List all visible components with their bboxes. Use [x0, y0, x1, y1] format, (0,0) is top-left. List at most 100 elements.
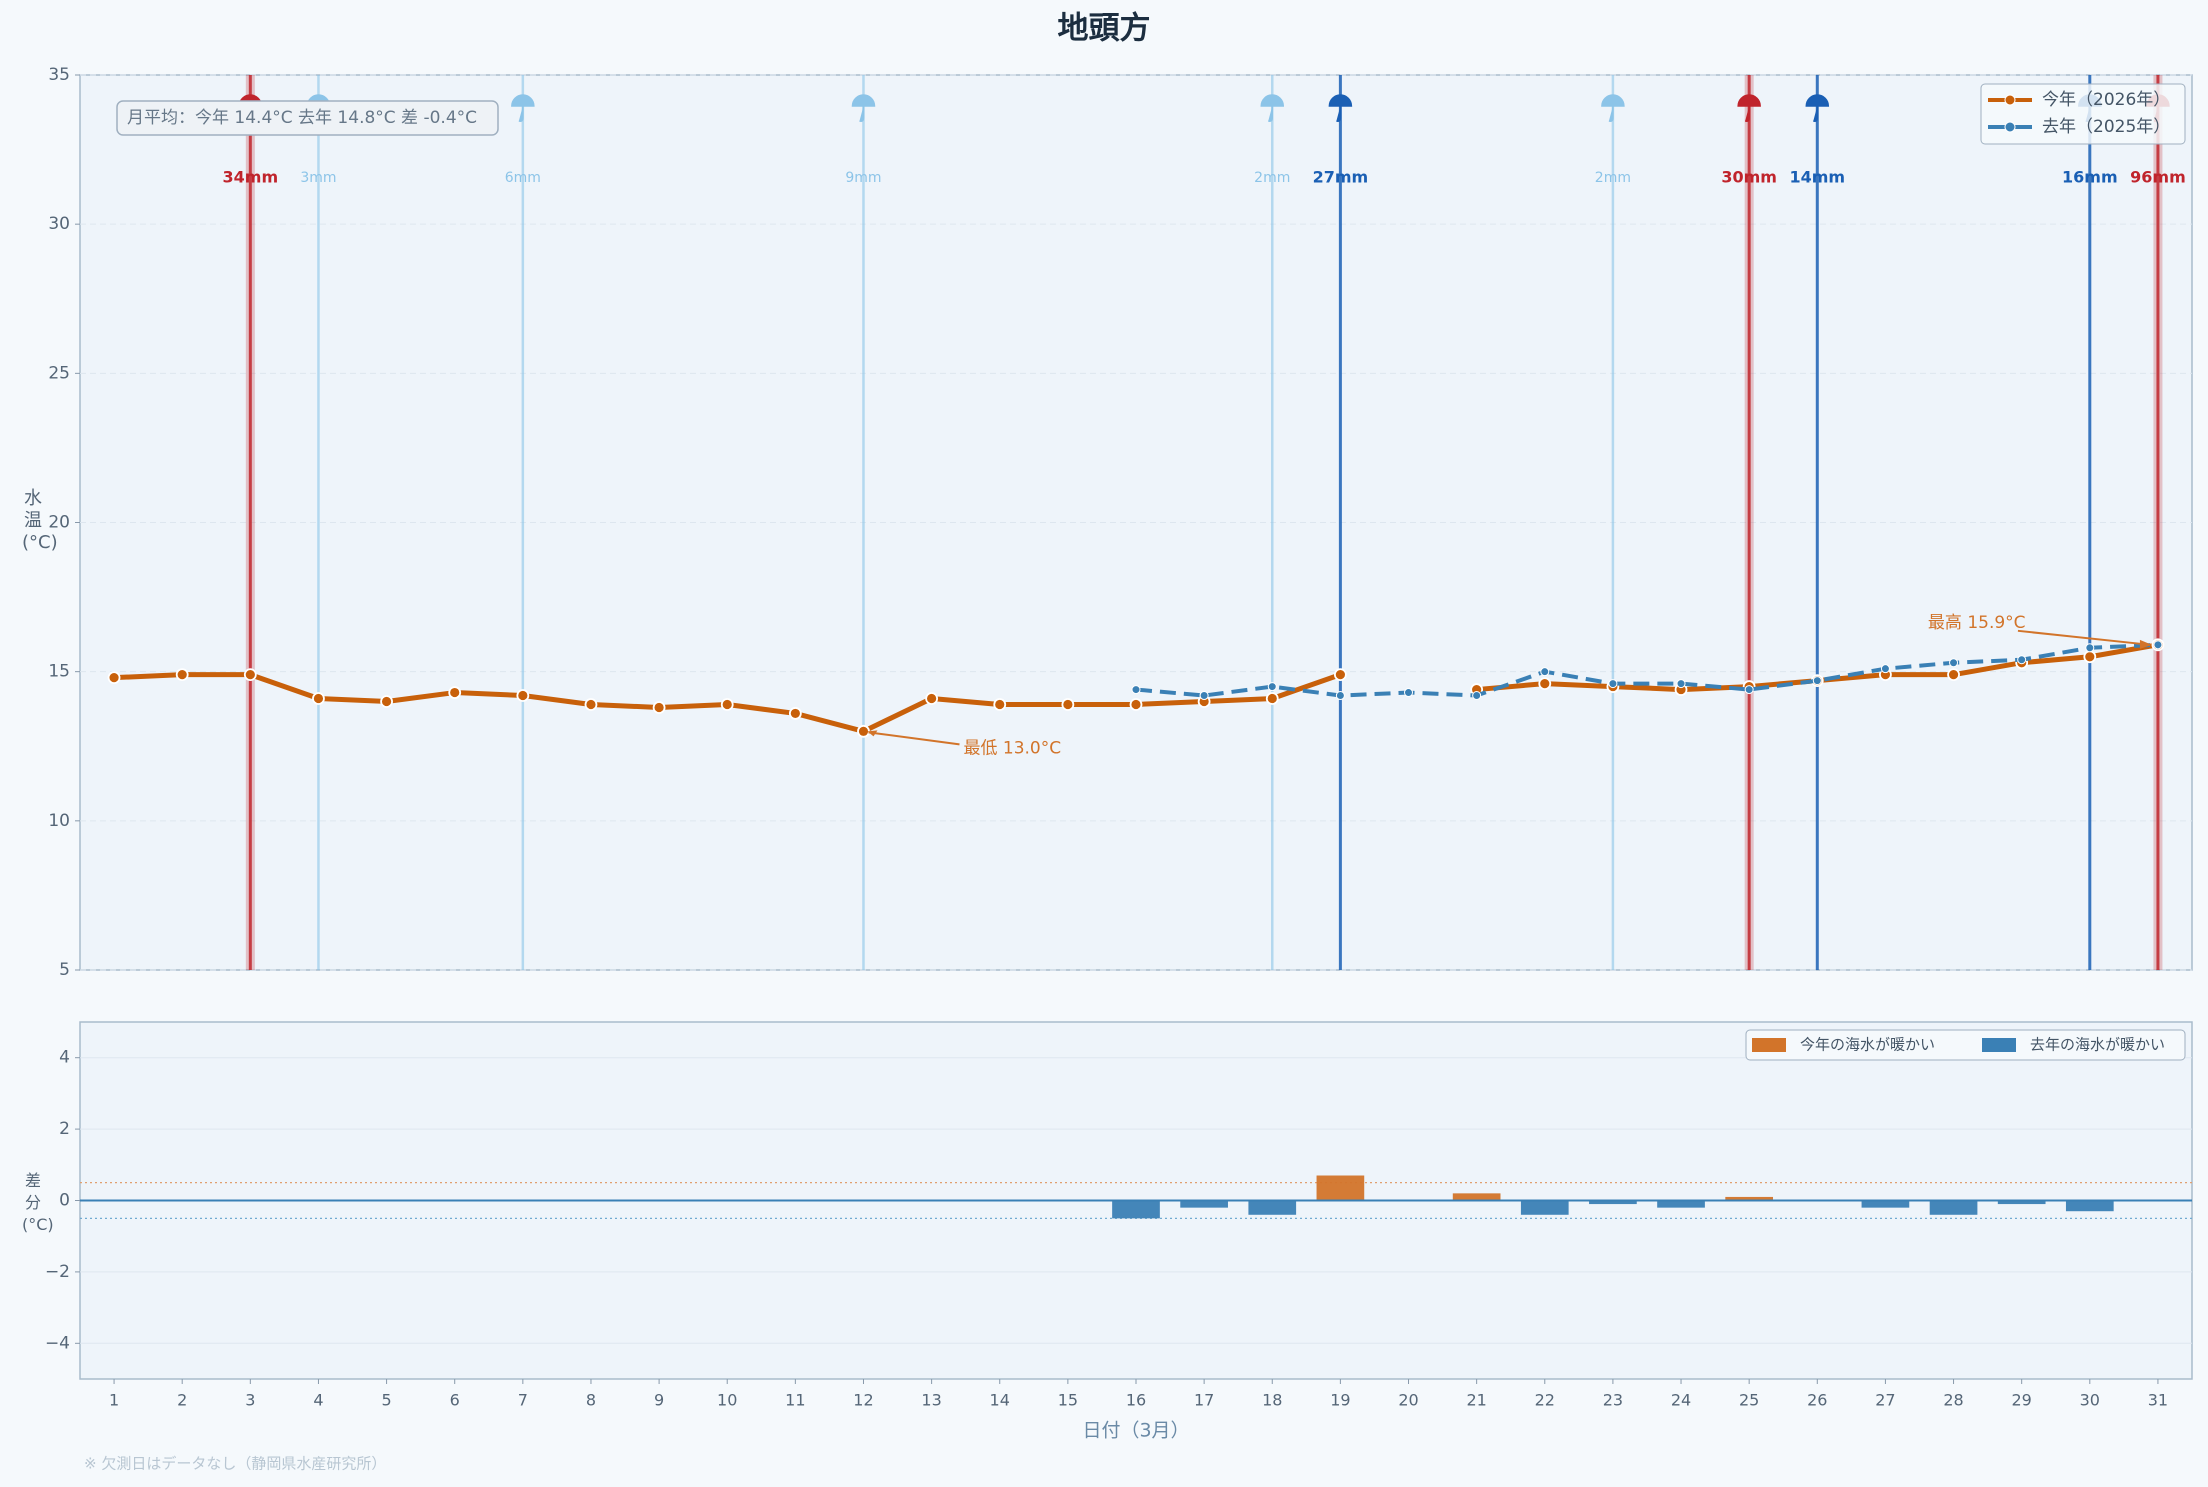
- legend-marker: [2004, 121, 2016, 133]
- x-tick-label: 24: [1671, 1391, 1691, 1410]
- legend-swatch: [1982, 1038, 2016, 1052]
- legend-box: [1745, 1029, 2186, 1061]
- y-tick-label: 5: [59, 960, 70, 980]
- x-tick-label: 25: [1739, 1391, 1759, 1410]
- x-tick-label: 6: [450, 1391, 460, 1410]
- x-tick-label: 23: [1603, 1391, 1623, 1410]
- series-point: [1947, 668, 1960, 682]
- series-point: [857, 724, 870, 738]
- x-tick-label: 20: [1398, 1391, 1418, 1410]
- series-point: [993, 698, 1007, 711]
- y-tick-label: −4: [45, 1333, 70, 1353]
- series-line: [1135, 642, 2159, 698]
- series-point: [1265, 692, 1279, 705]
- series-point: [516, 689, 530, 702]
- rain-label: 96mm: [2130, 168, 2186, 187]
- legend-label: 今年（2026年）: [2042, 90, 2170, 110]
- annotation-arrowhead: [867, 730, 878, 737]
- bar: [1112, 1200, 1160, 1219]
- series-point: [1129, 698, 1143, 711]
- x-tick-label: 30: [2080, 1391, 2100, 1410]
- y-tick-label: 35: [48, 65, 70, 85]
- x-tick-label: 18: [1262, 1391, 1282, 1410]
- rain-icon: [1737, 94, 1761, 122]
- annotation-arrow: [868, 731, 960, 746]
- series-point: [175, 668, 189, 682]
- series-point: [107, 671, 121, 685]
- bar: [1861, 1200, 1910, 1208]
- x-tick-label: 19: [1330, 1391, 1350, 1410]
- bar: [1725, 1196, 1774, 1201]
- series-point: [243, 668, 257, 682]
- x-tick-label: 15: [1058, 1391, 1078, 1410]
- x-tick-label: 1: [109, 1391, 119, 1410]
- series-point: [2017, 655, 2027, 665]
- series-point: [1404, 688, 1414, 698]
- rain-label: 3mm: [300, 170, 336, 186]
- y-tick-label: −2: [45, 1262, 70, 1282]
- bar: [1248, 1200, 1297, 1215]
- y-tick-label: 2: [59, 1119, 70, 1139]
- rain-icon: [511, 94, 535, 122]
- x-tick-label: 26: [1807, 1391, 1827, 1410]
- bar: [1520, 1200, 1569, 1215]
- rain-icon: [851, 94, 876, 122]
- y-tick-label: 30: [48, 214, 70, 234]
- bar: [1589, 1200, 1637, 1205]
- series-point: [1131, 685, 1141, 695]
- series-point: [1812, 676, 1822, 686]
- bar: [1657, 1200, 1705, 1208]
- series-point: [1335, 691, 1345, 701]
- series-point: [788, 707, 802, 720]
- series-point: [1333, 668, 1347, 682]
- rain-label: 9mm: [845, 170, 881, 186]
- series-point: [1267, 682, 1277, 692]
- y-tick-label: 20: [48, 513, 70, 533]
- y-tick-label: 0: [59, 1191, 70, 1211]
- legend-label: 今年の海水が暖かい: [1800, 1036, 1935, 1054]
- rain-label: 6mm: [505, 170, 541, 186]
- x-tick-label: 31: [2148, 1391, 2168, 1410]
- legend-label: 去年の海水が暖かい: [2030, 1036, 2165, 1054]
- x-axis-label: 日付（3月）: [1082, 1420, 1189, 1442]
- x-tick-label: 8: [586, 1391, 596, 1410]
- x-tick-label: 5: [381, 1391, 391, 1410]
- series-point: [312, 692, 325, 705]
- series-point: [380, 695, 393, 708]
- chart-title: 地頭方: [1058, 11, 1151, 47]
- series-point: [448, 686, 462, 699]
- x-tick-label: 3: [245, 1391, 255, 1410]
- x-tick-label: 4: [313, 1391, 323, 1410]
- x-tick-label: 10: [717, 1391, 737, 1410]
- rain-label: 27mm: [1313, 168, 1369, 187]
- x-tick-label: 13: [921, 1391, 941, 1410]
- series-point: [1676, 679, 1686, 689]
- rain-icon: [1260, 94, 1285, 122]
- annotation-arrow: [2017, 629, 2151, 646]
- series-point: [720, 698, 734, 711]
- series-point: [584, 698, 598, 711]
- x-tick-label: 2: [177, 1391, 187, 1410]
- y-tick-label: 4: [59, 1048, 70, 1068]
- y-tick-label: 15: [48, 662, 70, 682]
- rain-label: 30mm: [1721, 168, 1777, 187]
- x-tick-label: 22: [1535, 1391, 1555, 1410]
- annotation-arrowhead: [2139, 639, 2152, 649]
- series-point: [652, 701, 666, 714]
- series-point: [1199, 691, 1209, 701]
- series-point: [1540, 667, 1550, 677]
- bar: [1452, 1193, 1501, 1201]
- summary-box: [116, 100, 499, 136]
- legend-swatch: [1752, 1038, 1786, 1052]
- x-tick-label: 28: [1943, 1391, 1963, 1410]
- bar: [2065, 1200, 2114, 1212]
- rain-label: 14mm: [1789, 168, 1845, 187]
- x-tick-label: 9: [654, 1391, 664, 1410]
- series-point: [1472, 691, 1482, 701]
- y-tick-label: 25: [48, 363, 70, 383]
- x-tick-label: 21: [1466, 1391, 1486, 1410]
- series-point: [1061, 698, 1075, 711]
- series-point: [1949, 658, 1959, 668]
